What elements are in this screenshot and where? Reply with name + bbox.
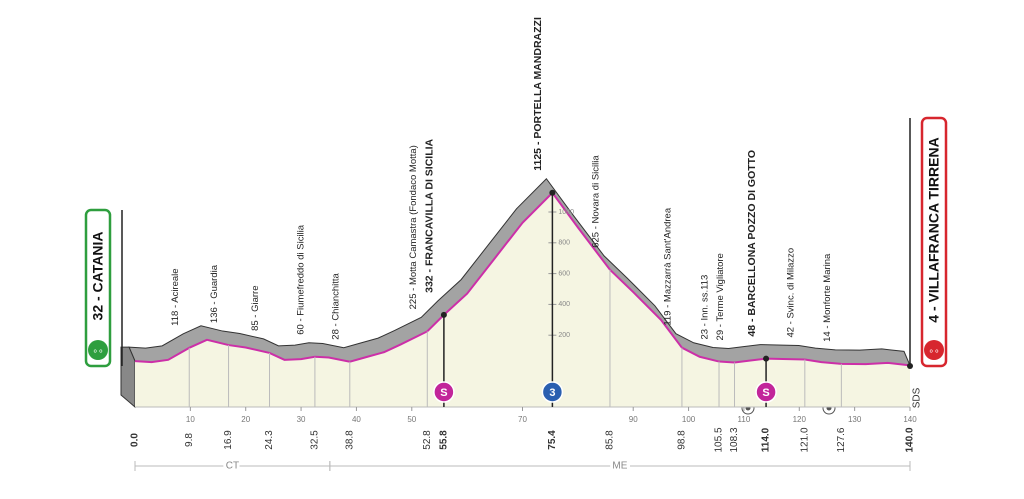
x-tick-label: 140	[903, 415, 917, 424]
marker	[755, 381, 777, 403]
region-label: ME	[612, 461, 627, 472]
place-label: 14 - Monforte Marina	[822, 253, 833, 342]
km-label: 0.0	[130, 433, 141, 447]
x-tick-label: 130	[848, 415, 862, 424]
endpoint-label: 4 - VILLAFRANCA TIRRENA	[926, 137, 942, 322]
x-tick-label: 110	[738, 415, 751, 424]
x-tick-label: 100	[682, 415, 696, 424]
place-label: 1125 - PORTELLA MANDRAZZI	[532, 17, 544, 171]
profile-line	[134, 191, 911, 367]
km-label: 9.8	[184, 433, 195, 447]
km-label: 114.0	[761, 427, 772, 452]
y-tick-label: 200	[558, 332, 570, 339]
km-label: 75.4	[547, 430, 558, 450]
x-tick-label: 20	[241, 415, 250, 424]
km-label: 127.6	[836, 427, 847, 452]
endpoint-icon	[924, 340, 944, 360]
place-label: 136 - Guardia	[209, 264, 220, 323]
place-label: 119 - Mazzarrà Sant'Andrea	[662, 207, 673, 326]
km-label: 98.8	[677, 430, 688, 450]
km-label: 121.0	[799, 427, 810, 452]
endpoint-box	[84, 208, 112, 368]
finish-note: SDS	[912, 387, 923, 408]
profile-area	[135, 192, 910, 407]
place-label: 48 - BARCELLONA POZZO DI GOTTO	[746, 150, 758, 337]
profile-side	[120, 346, 136, 409]
marker	[433, 381, 455, 403]
place-label: 225 - Motta Camastra (Fondaco Motta)	[408, 145, 419, 309]
marker	[541, 381, 564, 403]
place-label: 625 - Novara di Sicilia	[590, 155, 601, 248]
y-tick-label: 800	[558, 240, 570, 247]
place-dot	[440, 311, 447, 318]
x-tick-label: 90	[629, 415, 638, 424]
km-label: 32.5	[310, 430, 321, 450]
place-label: 29 - Terme Vigliatore	[715, 253, 726, 340]
place-label: 85 - Giarre	[250, 286, 261, 331]
place-dot	[549, 189, 556, 196]
place-label: 60 - Fiumefreddo di Sicilia	[295, 224, 306, 335]
region-label: CT	[226, 461, 239, 472]
place-label: 332 - FRANCAVILLA DI SICILIA	[424, 138, 436, 292]
x-tick-label: 120	[793, 415, 807, 424]
endpoint-icon	[88, 340, 108, 360]
km-label: 140.0	[905, 427, 916, 452]
x-tick-label: 30	[297, 415, 306, 424]
endpoint-box	[920, 116, 948, 368]
x-tick-label: 70	[518, 415, 527, 424]
km-label: 16.9	[223, 430, 234, 450]
place-label: 28 - Chianchitta	[330, 272, 341, 339]
place-label: 42 - Svinc. di Milazzo	[785, 248, 796, 338]
y-tick-label: 1000	[558, 209, 574, 216]
bike-icon: ∘∘	[928, 345, 939, 355]
km-label: 38.8	[344, 430, 355, 450]
marker-label: 3	[549, 387, 555, 399]
x-tick-label: 10	[186, 415, 195, 424]
place-label: 23 - Inn. ss.113	[700, 275, 711, 340]
endpoint-dot	[907, 363, 913, 369]
x-tick-label: 50	[407, 415, 416, 424]
marker-label: S	[762, 387, 769, 399]
km-label: 24.3	[264, 430, 275, 450]
km-label: 85.8	[605, 430, 616, 450]
endpoint-label: 32 - CATANIA	[90, 232, 106, 321]
km-label: 105.5	[714, 427, 725, 452]
marker-label: S	[440, 387, 447, 399]
km-label: 55.8	[439, 430, 450, 450]
km-label: 108.3	[729, 427, 740, 452]
place-dot	[763, 355, 770, 362]
bike-icon: ∘∘	[92, 345, 103, 355]
y-tick-label: 600	[558, 270, 570, 277]
x-tick-label: 40	[352, 415, 361, 424]
y-tick-label: 400	[558, 301, 570, 308]
place-label: 118 - Acireale	[170, 268, 181, 325]
km-label: 52.8	[422, 430, 433, 450]
